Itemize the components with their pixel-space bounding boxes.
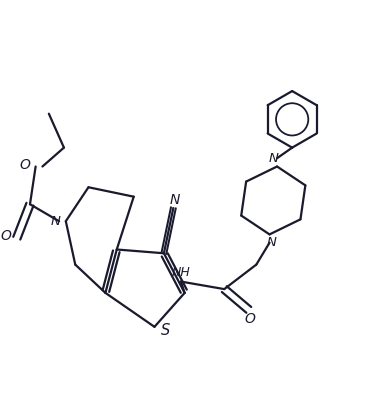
Text: N: N — [50, 215, 60, 228]
Text: O: O — [244, 312, 255, 326]
Text: S: S — [161, 323, 170, 338]
Text: N: N — [170, 193, 180, 207]
Text: NH: NH — [172, 266, 190, 279]
Text: O: O — [20, 158, 31, 172]
Text: N: N — [266, 236, 276, 249]
Text: N: N — [269, 152, 279, 165]
Text: O: O — [1, 229, 12, 243]
